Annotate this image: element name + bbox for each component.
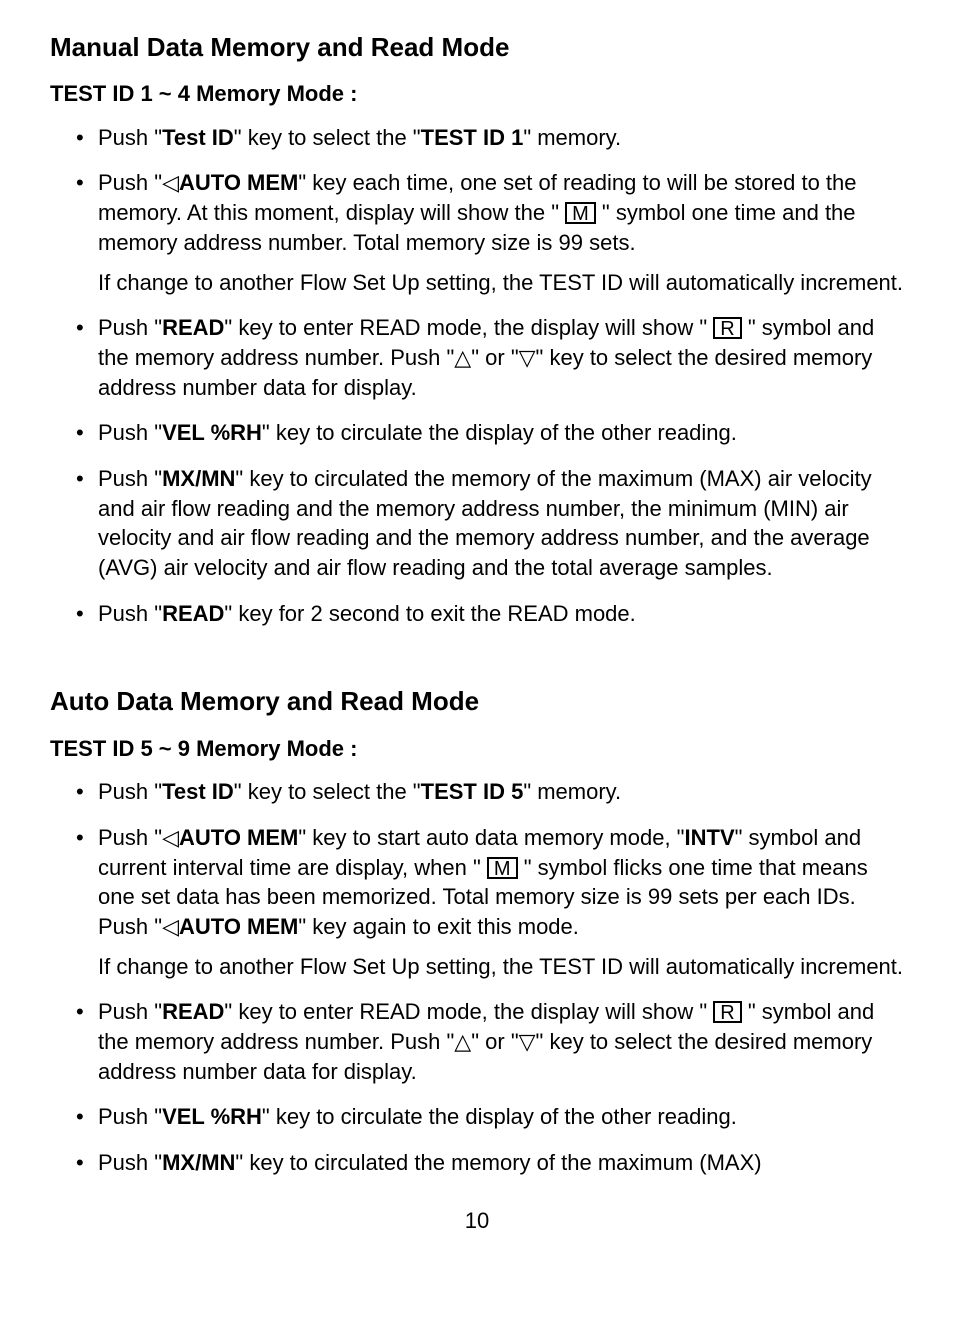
key-name: VEL %RH bbox=[162, 420, 262, 445]
text: Push " bbox=[98, 601, 162, 626]
page-number: 10 bbox=[50, 1206, 904, 1236]
text: Push " bbox=[98, 1150, 162, 1175]
text: Push "◁ bbox=[98, 825, 179, 850]
key-name: READ bbox=[162, 601, 224, 626]
list-item: Push "READ" key to enter READ mode, the … bbox=[82, 313, 904, 402]
text: Push " bbox=[98, 999, 162, 1024]
section1-list: Push "Test ID" key to select the "TEST I… bbox=[50, 123, 904, 629]
text: " key to select the " bbox=[234, 125, 421, 150]
text: Push " bbox=[98, 779, 162, 804]
text: Push "◁ bbox=[98, 170, 179, 195]
text: Push " bbox=[98, 315, 162, 340]
key-name: TEST ID 1 bbox=[421, 125, 524, 150]
r-symbol-icon: R bbox=[713, 317, 741, 339]
key-name: AUTO MEM bbox=[179, 170, 298, 195]
section2-heading: Auto Data Memory and Read Mode bbox=[50, 684, 904, 719]
text: Push " bbox=[98, 1104, 162, 1129]
list-item: Push "VEL %RH" key to circulate the disp… bbox=[82, 418, 904, 448]
m-symbol-icon: M bbox=[487, 857, 518, 879]
section2-subheading: TEST ID 5 ~ 9 Memory Mode : bbox=[50, 734, 904, 764]
list-item: Push "Test ID" key to select the "TEST I… bbox=[82, 777, 904, 807]
text: Push " bbox=[98, 125, 162, 150]
text: " key to select the " bbox=[234, 779, 421, 804]
m-symbol-icon: M bbox=[565, 202, 596, 224]
r-symbol-icon: R bbox=[713, 1001, 741, 1023]
list-item: Push "◁AUTO MEM" key to start auto data … bbox=[82, 823, 904, 981]
text: " memory. bbox=[523, 125, 621, 150]
key-name: TEST ID 5 bbox=[421, 779, 524, 804]
key-name: READ bbox=[162, 315, 224, 340]
text: " key to circulate the display of the ot… bbox=[262, 1104, 737, 1129]
key-name: MX/MN bbox=[162, 1150, 235, 1175]
list-item: Push "MX/MN" key to circulated the memor… bbox=[82, 464, 904, 583]
text: " key to circulate the display of the ot… bbox=[262, 420, 737, 445]
key-name: Test ID bbox=[162, 779, 234, 804]
key-name: MX/MN bbox=[162, 466, 235, 491]
list-item: Push "Test ID" key to select the "TEST I… bbox=[82, 123, 904, 153]
section2-list: Push "Test ID" key to select the "TEST I… bbox=[50, 777, 904, 1178]
text: " key to circulated the memory of the ma… bbox=[235, 1150, 761, 1175]
text: Push " bbox=[98, 420, 162, 445]
key-name: Test ID bbox=[162, 125, 234, 150]
key-name: AUTO MEM bbox=[179, 825, 298, 850]
text: " key to enter READ mode, the display wi… bbox=[224, 999, 713, 1024]
key-name: INTV bbox=[685, 825, 735, 850]
list-item: Push "VEL %RH" key to circulate the disp… bbox=[82, 1102, 904, 1132]
paragraph: If change to another Flow Set Up setting… bbox=[98, 268, 904, 298]
list-item: Push "◁AUTO MEM" key each time, one set … bbox=[82, 168, 904, 297]
text: " key for 2 second to exit the READ mode… bbox=[224, 601, 635, 626]
section1-heading: Manual Data Memory and Read Mode bbox=[50, 30, 904, 65]
text: Push " bbox=[98, 466, 162, 491]
list-item: Push "READ" key to enter READ mode, the … bbox=[82, 997, 904, 1086]
text: " memory. bbox=[523, 779, 621, 804]
text: " key again to exit this mode. bbox=[298, 914, 579, 939]
text: " key to enter READ mode, the display wi… bbox=[224, 315, 713, 340]
key-name: READ bbox=[162, 999, 224, 1024]
text: " key to start auto data memory mode, " bbox=[298, 825, 684, 850]
section1-subheading: TEST ID 1 ~ 4 Memory Mode : bbox=[50, 79, 904, 109]
paragraph: If change to another Flow Set Up setting… bbox=[98, 952, 904, 982]
list-item: Push "READ" key for 2 second to exit the… bbox=[82, 599, 904, 629]
key-name: VEL %RH bbox=[162, 1104, 262, 1129]
list-item: Push "MX/MN" key to circulated the memor… bbox=[82, 1148, 904, 1178]
key-name: AUTO MEM bbox=[179, 914, 298, 939]
